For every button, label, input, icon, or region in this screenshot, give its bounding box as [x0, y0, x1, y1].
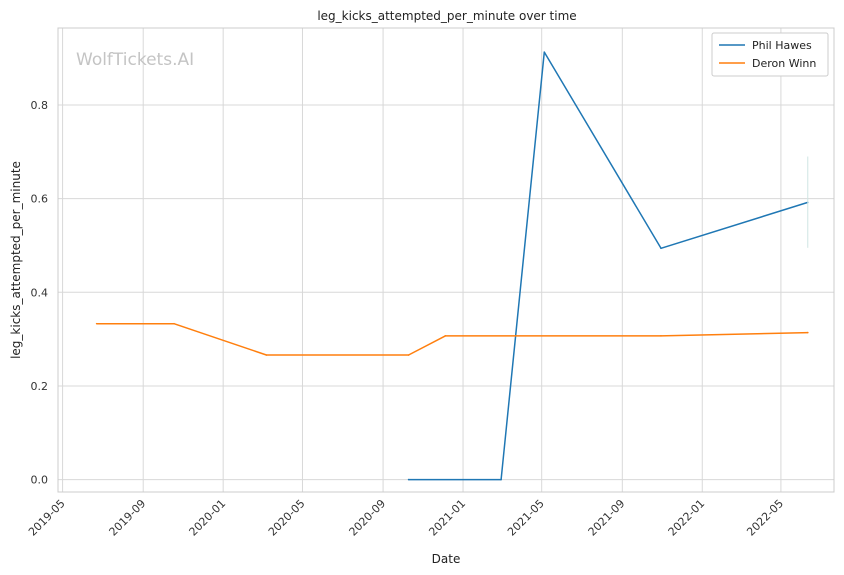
data-point-phil-hawes: [544, 51, 546, 53]
legend-label-phil-hawes: Phil Hawes: [752, 39, 812, 52]
y-axis-title: leg_kicks_attempted_per_minute: [9, 161, 23, 359]
plot-area: [58, 28, 834, 492]
data-point-phil-hawes: [408, 479, 410, 481]
data-point-deron-winn: [660, 335, 662, 337]
y-tick-label: 0.2: [31, 380, 49, 393]
x-tick-label: 2019-05: [26, 497, 68, 539]
data-point-deron-winn: [96, 323, 98, 325]
data-point-phil-hawes: [660, 247, 662, 249]
chart-title: leg_kicks_attempted_per_minute over time: [317, 9, 576, 23]
y-tick-label: 0.6: [31, 193, 49, 206]
y-axis-ticks: 0.0 0.2 0.4 0.6 0.8: [31, 99, 49, 487]
x-tick-label: 2021-09: [586, 497, 628, 539]
x-tick-label: 2022-01: [666, 497, 708, 539]
data-point-deron-winn: [173, 323, 175, 325]
data-point-phil-hawes: [500, 479, 502, 481]
watermark: WolfTickets.AI: [76, 50, 194, 70]
y-tick-label: 0.8: [31, 99, 49, 112]
data-point-deron-winn: [408, 354, 410, 356]
x-tick-label: 2022-05: [744, 497, 786, 539]
data-point-deron-winn: [266, 354, 268, 356]
x-axis-title: Date: [432, 552, 461, 566]
legend: Phil Hawes Deron Winn: [712, 33, 828, 76]
data-point-deron-winn: [807, 332, 809, 334]
legend-label-deron-winn: Deron Winn: [752, 57, 816, 70]
x-tick-label: 2020-05: [266, 497, 308, 539]
x-tick-label: 2021-05: [505, 497, 547, 539]
x-tick-label: 2020-01: [187, 497, 229, 539]
x-axis-ticks: 2019-05 2019-09 2020-01 2020-05 2020-09 2021-…: [26, 497, 786, 539]
y-tick-label: 0.0: [31, 474, 49, 487]
x-tick-label: 2021-01: [426, 497, 468, 539]
data-point-deron-winn: [445, 335, 447, 337]
x-tick-label: 2019-09: [107, 497, 149, 539]
x-tick-label: 2020-09: [347, 497, 389, 539]
y-tick-label: 0.4: [31, 286, 49, 299]
